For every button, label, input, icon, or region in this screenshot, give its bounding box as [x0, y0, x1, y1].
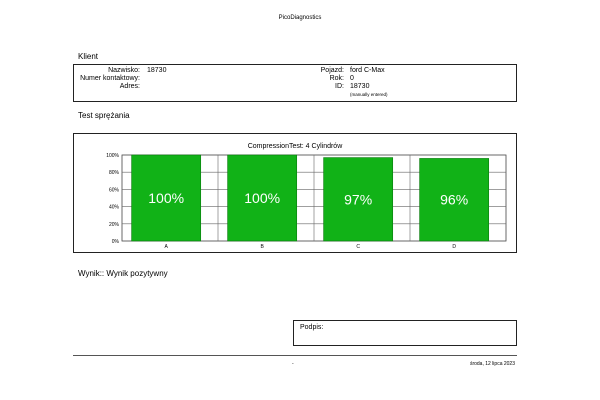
- x-category-label: D: [452, 244, 456, 250]
- x-category-label: A: [164, 244, 168, 250]
- footer-date: środa, 12 lipca 2023: [469, 361, 515, 367]
- bar-D: [419, 158, 490, 242]
- document-header-title: PicoDiagnostics: [278, 15, 322, 21]
- signature-box[interactable]: Podpis:: [293, 320, 517, 346]
- surname-value: 18730: [147, 67, 167, 74]
- result-text: Wynik:: Wynik pozytywny: [78, 269, 168, 278]
- y-tick-label: 40%: [109, 205, 120, 211]
- footer-center-text: -: [292, 361, 294, 367]
- compression-chart-frame: CompressionTest: 4 Cylindrów 0% 20% 40% 60%…: [73, 133, 517, 253]
- bar-B: [227, 154, 298, 242]
- bar-value-label: 100%: [244, 190, 280, 206]
- vehicle-value: ford C-Max: [350, 67, 385, 74]
- client-section-title: Klient: [78, 52, 99, 61]
- compression-bar-chart: CompressionTest: 4 Cylindrów 0% 20% 40% 60%…: [106, 143, 507, 250]
- y-tick-label: 100%: [106, 153, 119, 159]
- client-info-box: Nazwisko: Numer kontaktowy: Adres: 18730…: [73, 64, 517, 102]
- bar-value-label: 96%: [440, 192, 468, 208]
- id-manual-note: (manually entered): [350, 92, 388, 97]
- surname-label: Nazwisko:: [108, 67, 140, 74]
- footer-divider: [73, 355, 517, 356]
- bar-C: [323, 157, 394, 242]
- y-tick-label: 80%: [109, 170, 120, 176]
- id-label: ID:: [335, 83, 344, 90]
- y-tick-label: 0%: [112, 239, 120, 245]
- bar-value-label: 100%: [148, 190, 184, 206]
- bar-value-label: 97%: [344, 191, 372, 207]
- chart-title: CompressionTest: 4 Cylindrów: [248, 143, 343, 150]
- year-value: 0: [350, 75, 354, 82]
- y-tick-label: 20%: [109, 222, 120, 228]
- vehicle-label: Pojazd:: [320, 67, 344, 74]
- id-value: 18730: [350, 83, 370, 90]
- x-category-label: C: [356, 244, 360, 250]
- x-category-label: B: [260, 244, 264, 250]
- bar-A: [131, 154, 202, 242]
- signature-label: Podpis:: [300, 324, 324, 331]
- year-label: Rok:: [329, 75, 344, 82]
- address-label: Adres:: [119, 83, 140, 90]
- compression-test-section-title: Test sprężania: [78, 111, 130, 120]
- y-tick-label: 60%: [109, 187, 120, 193]
- contact-number-label: Numer kontaktowy:: [80, 75, 140, 82]
